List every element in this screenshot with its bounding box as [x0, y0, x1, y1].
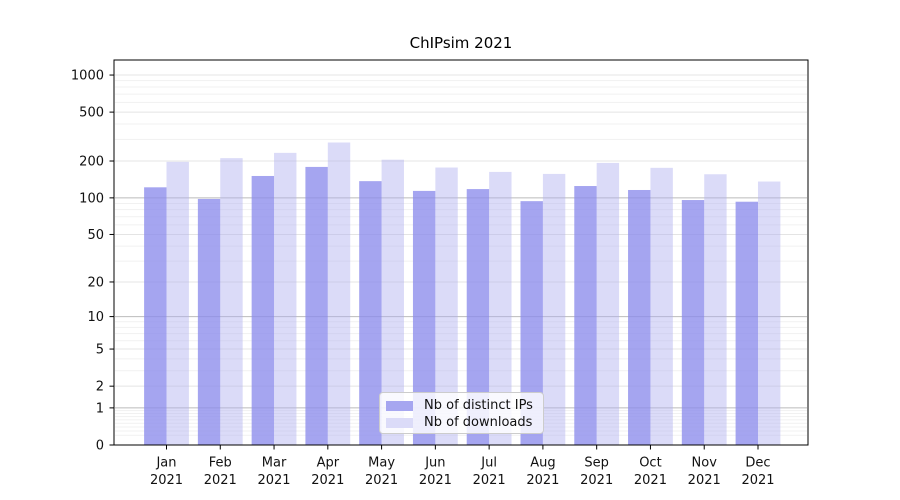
legend-item-downloads: Nb of downloads [386, 414, 543, 431]
x-tick-label-year-nov: 2021 [688, 473, 721, 488]
bar-distinct-ips-sep [574, 186, 597, 446]
x-tick-label-mar: Mar [262, 456, 287, 471]
bar-distinct-ips-may [359, 181, 382, 446]
bar-distinct-ips-apr [305, 166, 328, 445]
y-tick-label-1: 1 [96, 401, 104, 416]
x-tick-label-year-jul: 2021 [473, 473, 506, 488]
x-tick-label-oct: Oct [639, 456, 661, 471]
x-tick-label-year-jan: 2021 [150, 473, 183, 488]
bar-downloads-dec [757, 181, 781, 445]
bar-downloads-nov [704, 174, 727, 445]
y-tick-label-200: 200 [79, 155, 104, 170]
x-tick-label-dec: Dec [745, 456, 770, 471]
bar-distinct-ips-jun [412, 190, 436, 445]
y-tick-label-0: 0 [96, 439, 104, 454]
y-tick-label-2: 2 [96, 380, 104, 395]
bar-distinct-ips-nov [681, 200, 705, 445]
x-tick-label-feb: Feb [209, 456, 232, 471]
x-tick-label-apr: Apr [317, 456, 340, 471]
bar-downloads-aug [542, 173, 566, 445]
bar-downloads-jul [489, 171, 512, 445]
legend-label-distinct-ips: Nb of distinct IPs [424, 398, 533, 413]
bar-distinct-ips-mar [251, 175, 275, 445]
x-tick-label-year-apr: 2021 [311, 473, 344, 488]
y-tick-label-50: 50 [87, 228, 104, 243]
legend-label-downloads: Nb of downloads [424, 415, 533, 430]
bar-distinct-ips-dec [735, 201, 758, 445]
x-tick-label-year-feb: 2021 [204, 473, 237, 488]
bar-downloads-mar [274, 152, 297, 446]
x-tick-label-sep: Sep [584, 456, 609, 471]
legend-swatch-downloads [386, 417, 413, 428]
legend-item-distinct-ips: Nb of distinct IPs [386, 397, 543, 414]
bar-downloads-jan [166, 161, 189, 446]
bar-distinct-ips-feb [197, 198, 221, 445]
bar-distinct-ips-jan [144, 187, 167, 445]
bar-downloads-oct [650, 167, 673, 445]
x-tick-label-year-mar: 2021 [257, 473, 290, 488]
chart-title: ChIPsim 2021 [409, 34, 513, 52]
bar-distinct-ips-oct [628, 189, 651, 445]
y-tick-label-10: 10 [87, 310, 104, 325]
y-tick-label-5: 5 [96, 343, 104, 358]
x-tick-label-may: May [368, 456, 395, 471]
axis-frame [113, 59, 809, 446]
y-tick-label-20: 20 [87, 275, 104, 290]
bar-downloads-may [381, 159, 404, 445]
bar-downloads-feb [220, 158, 243, 445]
bar-downloads-apr [327, 142, 351, 445]
bar-downloads-sep [596, 162, 620, 445]
bar-downloads-jun [435, 167, 458, 446]
y-tick-label-100: 100 [79, 191, 104, 206]
y-tick-label-500: 500 [79, 106, 104, 121]
y-tick-label-1000: 1000 [71, 69, 104, 84]
x-tick-label-year-may: 2021 [365, 473, 398, 488]
x-tick-label-jul: Jul [480, 456, 497, 471]
x-tick-label-jun: Jun [424, 456, 445, 471]
x-tick-label-year-dec: 2021 [741, 473, 774, 488]
x-tick-label-year-oct: 2021 [634, 473, 667, 488]
chart-legend: Nb of distinct IPs Nb of downloads [379, 392, 544, 434]
x-tick-label-year-jun: 2021 [419, 473, 452, 488]
bar-distinct-ips-jul [466, 189, 490, 445]
x-tick-label-aug: Aug [530, 456, 555, 471]
x-tick-label-nov: Nov [692, 456, 718, 471]
x-tick-label-year-sep: 2021 [580, 473, 613, 488]
x-tick-label-jan: Jan [155, 456, 176, 471]
bar-distinct-ips-aug [520, 201, 543, 445]
legend-swatch-distinct-ips [386, 400, 413, 411]
x-tick-label-year-aug: 2021 [526, 473, 559, 488]
